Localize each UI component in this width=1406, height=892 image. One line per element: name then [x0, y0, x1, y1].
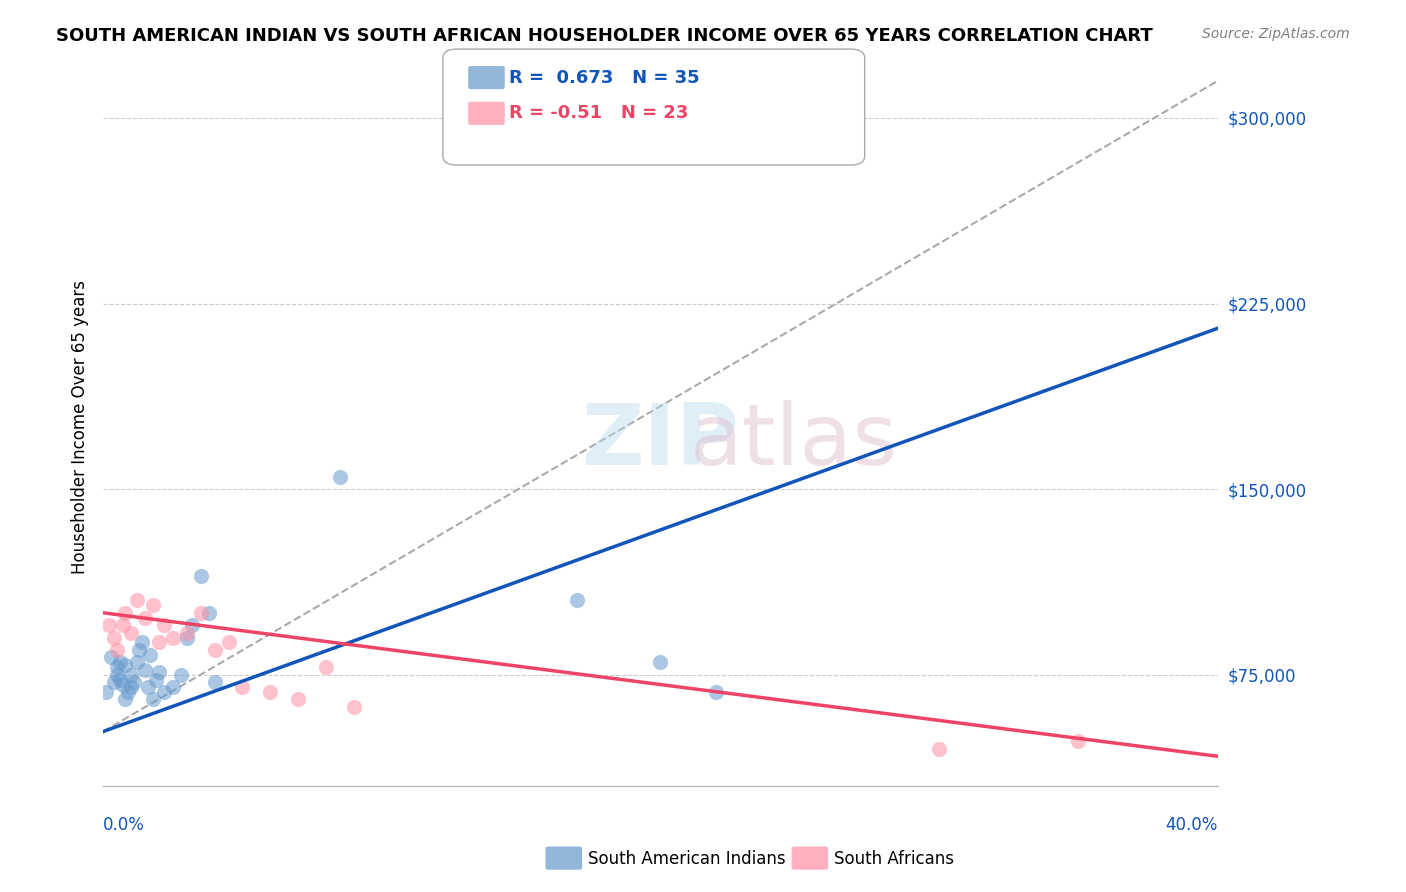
Point	[190, 606, 212, 620]
Text: Source: ZipAtlas.com: Source: ZipAtlas.com	[1202, 27, 1350, 41]
Point	[120, 667, 142, 681]
Point	[103, 631, 125, 645]
Point	[128, 643, 150, 657]
Point	[204, 643, 226, 657]
Point	[122, 675, 145, 690]
Y-axis label: Householder Income Over 65 years: Householder Income Over 65 years	[72, 280, 89, 574]
Point	[100, 650, 122, 665]
Point	[148, 665, 170, 680]
Text: South American Indians: South American Indians	[588, 850, 786, 868]
Point	[145, 673, 167, 687]
Point	[94, 685, 117, 699]
Point	[108, 655, 131, 669]
Point	[287, 692, 309, 706]
Point	[111, 677, 134, 691]
Point	[1067, 734, 1090, 748]
Point	[125, 655, 148, 669]
Point	[125, 593, 148, 607]
Text: SOUTH AMERICAN INDIAN VS SOUTH AFRICAN HOUSEHOLDER INCOME OVER 65 YEARS CORRELAT: SOUTH AMERICAN INDIAN VS SOUTH AFRICAN H…	[56, 27, 1153, 45]
Point	[131, 635, 153, 649]
Text: 0.0%: 0.0%	[103, 815, 145, 834]
Point	[204, 675, 226, 690]
Point	[315, 660, 337, 674]
Point	[650, 655, 672, 669]
Point	[114, 692, 136, 706]
Point	[117, 685, 139, 699]
Point	[170, 667, 193, 681]
Point	[111, 618, 134, 632]
Point	[134, 663, 156, 677]
Point	[259, 685, 281, 699]
Point	[103, 675, 125, 690]
Point	[153, 685, 176, 699]
Point	[162, 631, 184, 645]
Point	[343, 699, 366, 714]
Point	[142, 599, 165, 613]
Point	[120, 625, 142, 640]
Point	[105, 643, 128, 657]
Point	[928, 742, 950, 756]
Point	[329, 469, 352, 483]
Point	[153, 618, 176, 632]
Point	[120, 680, 142, 694]
Point	[704, 685, 727, 699]
Point	[139, 648, 162, 662]
Text: South Africans: South Africans	[834, 850, 953, 868]
Point	[190, 568, 212, 582]
Text: ZIP: ZIP	[582, 401, 740, 483]
Text: R = -0.51   N = 23: R = -0.51 N = 23	[509, 104, 689, 122]
Point	[231, 680, 253, 694]
Point	[198, 606, 221, 620]
Point	[105, 660, 128, 674]
Point	[105, 667, 128, 681]
Point	[565, 593, 588, 607]
Point	[162, 680, 184, 694]
Point	[136, 680, 159, 694]
Text: 40.0%: 40.0%	[1166, 815, 1218, 834]
Point	[142, 692, 165, 706]
Point	[114, 657, 136, 672]
Point	[176, 625, 198, 640]
Text: R =  0.673   N = 35: R = 0.673 N = 35	[509, 69, 700, 87]
Point	[97, 618, 120, 632]
Point	[176, 631, 198, 645]
Point	[218, 635, 240, 649]
Point	[181, 618, 204, 632]
Point	[148, 635, 170, 649]
Point	[114, 606, 136, 620]
Text: atlas: atlas	[690, 401, 898, 483]
Point	[108, 673, 131, 687]
Point	[134, 611, 156, 625]
